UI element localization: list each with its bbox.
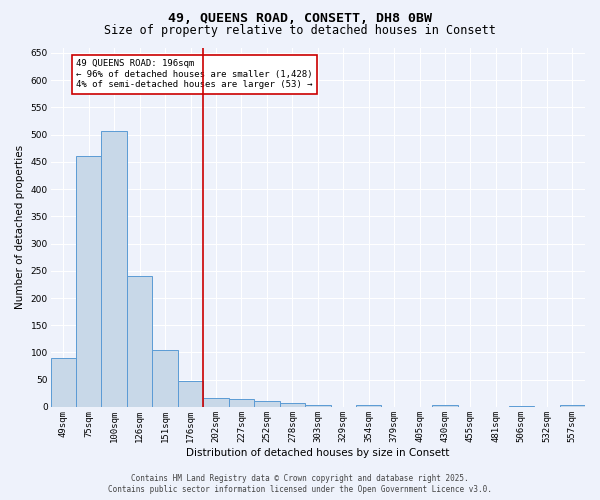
Bar [76, 156, 101, 407]
Text: 49 QUEENS ROAD: 196sqm
← 96% of detached houses are smaller (1,428)
4% of semi-d: 49 QUEENS ROAD: 196sqm ← 96% of detached… [76, 60, 313, 90]
Bar [433, 406, 458, 407]
Y-axis label: Number of detached properties: Number of detached properties [15, 145, 25, 310]
Bar [101, 131, 127, 407]
Bar [254, 401, 280, 407]
Bar [178, 381, 203, 407]
X-axis label: Distribution of detached houses by size in Consett: Distribution of detached houses by size … [186, 448, 449, 458]
Text: Contains HM Land Registry data © Crown copyright and database right 2025.
Contai: Contains HM Land Registry data © Crown c… [108, 474, 492, 494]
Bar [509, 406, 534, 407]
Bar [560, 406, 585, 407]
Bar [280, 402, 305, 407]
Bar [305, 406, 331, 407]
Bar [127, 276, 152, 407]
Bar [203, 398, 229, 407]
Bar [50, 358, 76, 407]
Text: Size of property relative to detached houses in Consett: Size of property relative to detached ho… [104, 24, 496, 37]
Bar [229, 398, 254, 407]
Bar [152, 350, 178, 407]
Text: 49, QUEENS ROAD, CONSETT, DH8 0BW: 49, QUEENS ROAD, CONSETT, DH8 0BW [168, 12, 432, 26]
Bar [356, 404, 382, 407]
